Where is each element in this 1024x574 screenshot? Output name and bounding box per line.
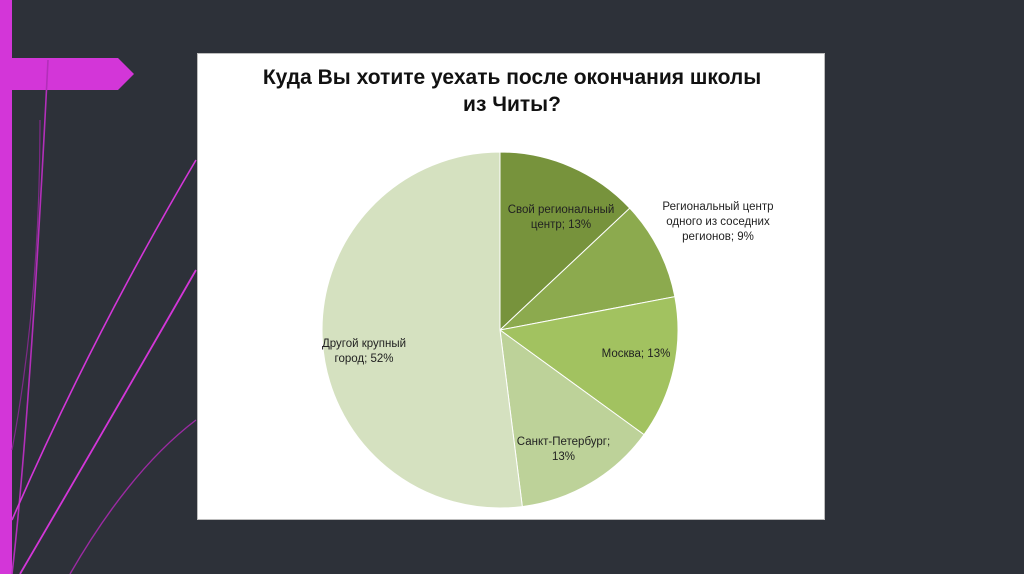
pie-slice <box>498 207 676 331</box>
pie-slice <box>499 151 631 332</box>
decor-line <box>19 269 197 574</box>
accent-arrow <box>12 58 134 90</box>
data-label: Свой региональный центр; 13% <box>507 204 615 231</box>
chart-panel: Куда Вы хотите уехать после окончания шк… <box>197 53 825 520</box>
decor-line <box>69 419 197 574</box>
chart-title: Куда Вы хотите уехать после окончания шк… <box>262 66 762 116</box>
accent-bar <box>0 0 12 574</box>
pie-slice <box>498 296 679 436</box>
pie-chart <box>321 151 679 509</box>
data-label: Санкт-Петербург; 13% <box>516 436 611 463</box>
decor-line <box>11 119 41 451</box>
decor-line <box>11 159 197 521</box>
pie-slice <box>321 151 523 509</box>
pie-slice <box>499 328 645 508</box>
data-label: Москва; 13% <box>601 348 671 360</box>
data-label: Региональный центр одного из соседних ре… <box>662 201 774 243</box>
data-label: Другой крупный город; 52% <box>321 338 407 365</box>
decor-line <box>11 59 49 574</box>
